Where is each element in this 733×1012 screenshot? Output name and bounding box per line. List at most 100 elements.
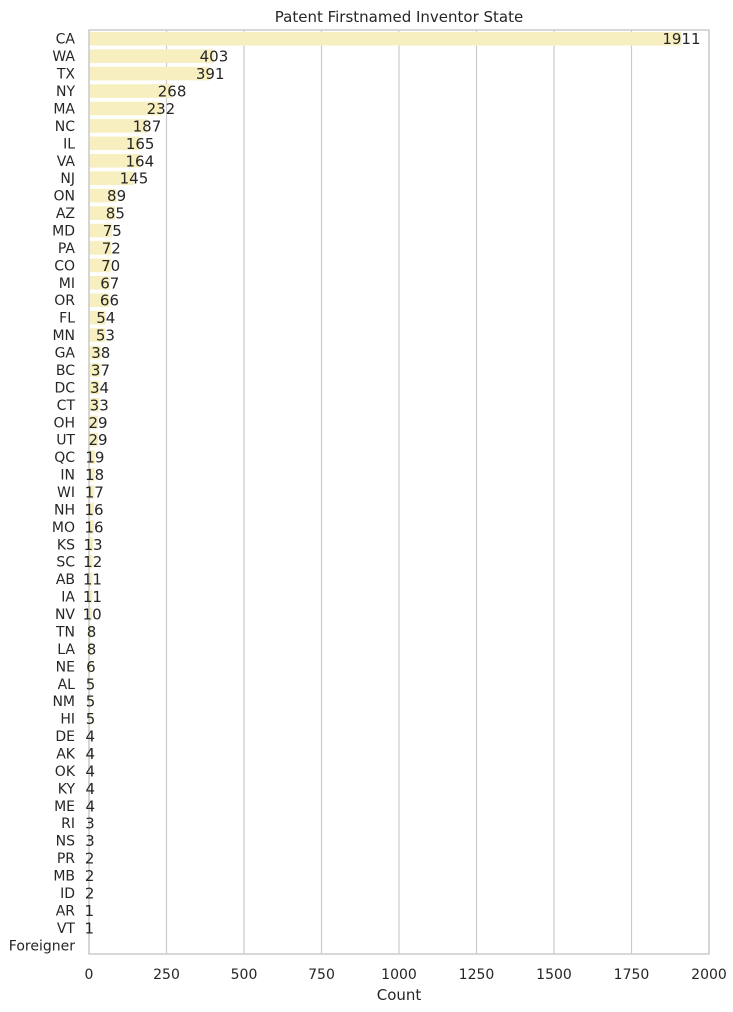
data-label: 1 xyxy=(85,919,95,937)
category-label: VT xyxy=(57,921,76,937)
data-label: 54 xyxy=(96,309,115,327)
category-label: VA xyxy=(57,154,76,170)
category-label: ME xyxy=(54,799,75,815)
data-label: 165 xyxy=(126,135,155,153)
category-label: IN xyxy=(60,468,75,484)
category-label: GA xyxy=(55,346,76,362)
x-tick-labels: 025050075010001250150017502000 xyxy=(85,967,727,983)
category-label: CA xyxy=(56,32,76,48)
category-label: FL xyxy=(59,311,75,327)
data-label: 391 xyxy=(196,65,225,83)
category-label: OH xyxy=(53,415,75,431)
data-label: 53 xyxy=(96,327,115,345)
category-label: TN xyxy=(55,624,75,640)
category-label: BC xyxy=(56,363,75,379)
category-label: TX xyxy=(56,67,76,83)
category-label: PA xyxy=(58,241,76,257)
category-label: CT xyxy=(57,398,76,414)
data-label: 19 xyxy=(85,449,104,467)
x-tick-label: 1000 xyxy=(381,967,417,983)
chart-title: Patent Firstnamed Inventor State xyxy=(275,8,523,26)
category-label: DE xyxy=(55,729,75,745)
category-label: CO xyxy=(54,258,75,274)
category-label: QC xyxy=(54,450,75,466)
data-label: 2 xyxy=(85,850,95,868)
category-label: IL xyxy=(63,136,75,152)
x-tick-label: 2000 xyxy=(691,967,727,983)
category-label: HI xyxy=(60,712,75,728)
category-label: KY xyxy=(58,781,76,797)
category-label: WA xyxy=(52,49,75,65)
category-label: DC xyxy=(54,380,75,396)
bar xyxy=(89,32,681,46)
data-label: 11 xyxy=(83,588,102,606)
data-label: 34 xyxy=(90,379,109,397)
data-label: 38 xyxy=(91,344,110,362)
data-label: 4 xyxy=(85,728,95,746)
category-label: PR xyxy=(57,851,75,867)
category-label: AK xyxy=(56,747,76,763)
category-label: RI xyxy=(61,816,75,832)
data-label: 75 xyxy=(103,222,122,240)
category-label: MD xyxy=(52,223,75,239)
category-label: ON xyxy=(54,189,76,205)
data-label: 164 xyxy=(126,152,155,170)
data-label: 12 xyxy=(83,553,102,571)
x-tick-label: 1500 xyxy=(536,967,572,983)
data-label: 5 xyxy=(86,675,96,693)
bar xyxy=(89,67,210,81)
category-label: ID xyxy=(60,886,75,902)
category-label: MO xyxy=(52,520,75,536)
category-label: NS xyxy=(56,834,75,850)
data-label: 403 xyxy=(200,48,229,66)
data-label: 2 xyxy=(85,867,95,885)
category-label: IA xyxy=(61,590,75,606)
data-label: 11 xyxy=(83,571,102,589)
data-label: 37 xyxy=(91,361,110,379)
category-label: LA xyxy=(57,642,75,658)
x-axis-title: Count xyxy=(377,986,422,1004)
data-label: 1911 xyxy=(662,30,700,48)
data-label: 16 xyxy=(84,501,103,519)
data-label: 145 xyxy=(120,170,149,188)
category-label: OR xyxy=(54,293,75,309)
category-label: UT xyxy=(56,433,75,449)
x-tick-label: 250 xyxy=(153,967,180,983)
data-label: 17 xyxy=(85,484,104,502)
category-label: AL xyxy=(58,677,76,693)
category-label: MI xyxy=(59,276,75,292)
data-label: 4 xyxy=(85,745,95,763)
data-label: 66 xyxy=(100,292,119,310)
data-label: 16 xyxy=(84,518,103,536)
grid-lines xyxy=(89,30,709,954)
data-label: 33 xyxy=(90,396,109,414)
category-label: WI xyxy=(57,485,75,501)
category-label: AR xyxy=(56,903,76,919)
category-label: MB xyxy=(53,869,75,885)
data-label: 10 xyxy=(83,606,102,624)
data-label: 268 xyxy=(158,83,187,101)
data-label: 89 xyxy=(107,187,126,205)
data-label: 72 xyxy=(102,239,121,257)
data-label: 8 xyxy=(87,640,97,658)
data-label: 1 xyxy=(85,902,95,920)
category-labels: CAWATXNYMANCILVANJONAZMDPACOMIORFLMNGABC… xyxy=(9,32,76,955)
x-tick-label: 750 xyxy=(308,967,335,983)
data-label: 8 xyxy=(87,623,97,641)
data-label: 3 xyxy=(85,832,95,850)
category-label: NH xyxy=(54,502,75,518)
data-label: 187 xyxy=(133,117,162,135)
data-label: 13 xyxy=(83,536,102,554)
data-label: 4 xyxy=(85,780,95,798)
category-label: NV xyxy=(55,607,75,623)
bars xyxy=(89,32,681,935)
data-label: 6 xyxy=(86,658,96,676)
data-label: 18 xyxy=(85,466,104,484)
data-label: 2 xyxy=(85,884,95,902)
data-label: 4 xyxy=(85,797,95,815)
data-label: 5 xyxy=(86,693,96,711)
category-label: OK xyxy=(55,764,76,780)
data-label: 67 xyxy=(100,274,119,292)
category-label: SC xyxy=(56,555,75,571)
